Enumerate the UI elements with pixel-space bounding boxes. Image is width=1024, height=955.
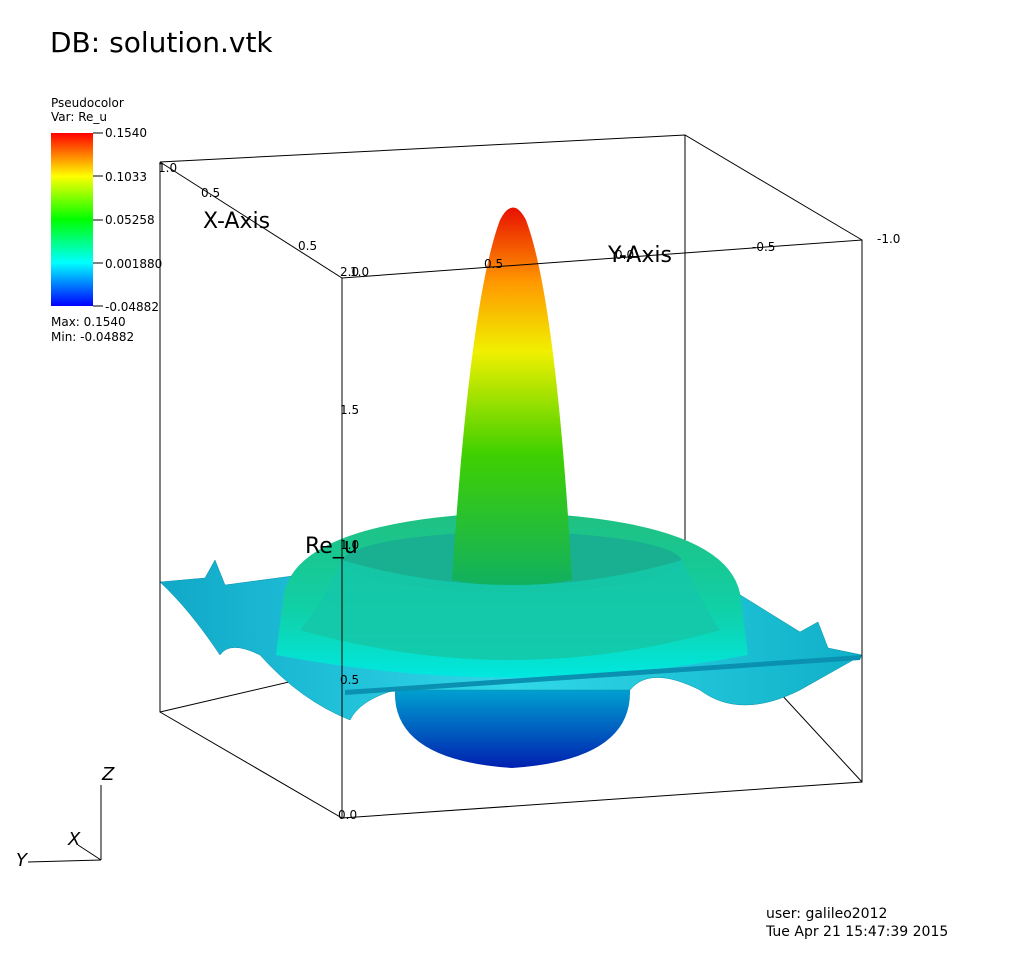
bounding-box-front — [159, 161, 863, 819]
z-tick-label: 1.0 — [340, 538, 359, 552]
legend-variable: Var: Re_u — [51, 110, 107, 124]
colorbar-label: 0.1540 — [105, 126, 147, 140]
x-tick-label: 1.0 — [158, 161, 177, 175]
triad-y: Y — [16, 850, 29, 871]
colorbar-label: 0.1033 — [105, 170, 147, 184]
axis-triad — [27, 785, 102, 863]
colorbar-ticks — [93, 132, 103, 307]
legend-max: Max: 0.1540 — [51, 315, 126, 329]
footer-date: Tue Apr 21 15:47:39 2015 — [765, 924, 948, 940]
y-tick-label: -0.5 — [752, 240, 775, 254]
x-axis-title: X-Axis — [203, 209, 270, 234]
z-tick-label: 2.0 — [340, 265, 359, 279]
z-tick-label: 1.5 — [340, 403, 359, 417]
surface-ring-front — [300, 560, 720, 660]
y-tick-label: 1.0 — [350, 265, 369, 279]
surface-edge — [345, 655, 862, 695]
triad-x: X — [67, 829, 81, 850]
surface — [159, 207, 863, 768]
z-tick-label: 0.5 — [340, 673, 359, 687]
surface-bowl — [394, 690, 631, 768]
surface-peak — [452, 207, 572, 586]
x-tick-label: 0.5 — [298, 239, 317, 253]
footer-user: user: galileo2012 — [766, 906, 887, 922]
y-tick-label: -1.0 — [877, 232, 900, 246]
triad-z: Z — [101, 764, 115, 785]
colorbar — [51, 133, 93, 306]
colorbar-label: 0.05258 — [105, 213, 155, 227]
legend-min: Min: -0.04882 — [51, 330, 134, 344]
z-tick-label: 0.0 — [338, 808, 357, 822]
y-axis-title: Y-Axis — [607, 243, 672, 268]
z-axis-title: Re_u — [305, 534, 358, 559]
legend-plot: Pseudocolor — [51, 96, 124, 110]
x-tick-label: 0.5 — [201, 186, 220, 200]
title: DB: solution.vtk — [50, 26, 273, 59]
colorbar-label: 0.001880 — [105, 257, 162, 271]
y-tick-label: 0.5 — [484, 257, 503, 271]
y-tick-label: 0.0 — [615, 248, 634, 262]
colorbar-label: -0.04882 — [105, 300, 159, 314]
